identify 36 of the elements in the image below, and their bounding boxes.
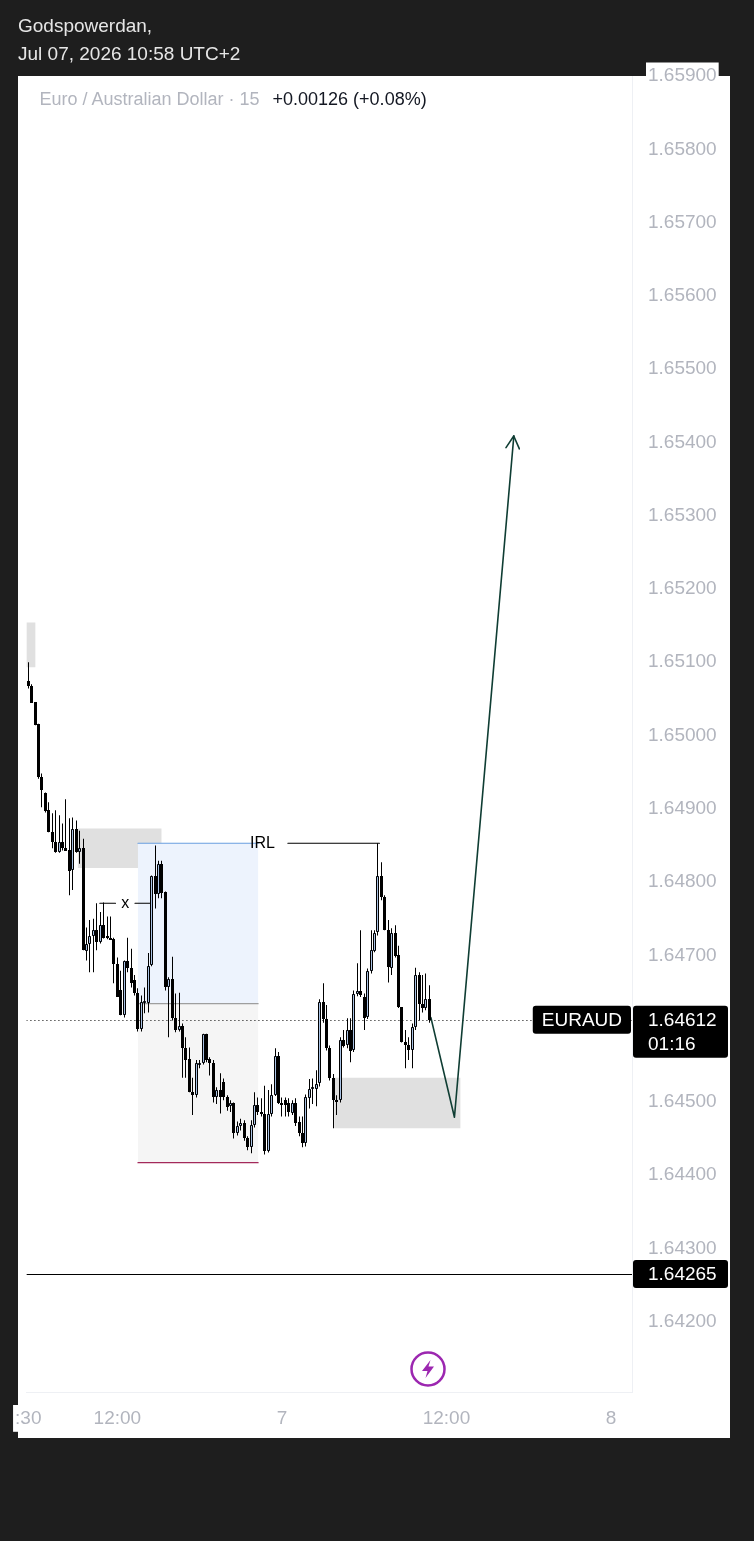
y-tick-label: 1.64900 (648, 796, 717, 818)
text: Euro / Australian Dollar · 15 (39, 88, 260, 109)
y-tick-label: 1.65200 (648, 577, 717, 599)
y-tick-label: 1.65600 (648, 284, 717, 306)
x-tick-label: 12:00 (422, 1406, 471, 1428)
series-label: IRL (249, 833, 275, 851)
y-tick-label: 1.65900 (648, 64, 717, 86)
x-tick-label: 8 (605, 1406, 617, 1428)
y-tick-label: 1.65100 (648, 650, 717, 672)
candlestick (359, 930, 362, 998)
y-tick-label: 1.64800 (648, 870, 717, 892)
text: 01:16 (648, 1033, 696, 1054)
y-tick-label: 1.64400 (648, 1163, 717, 1185)
y-tick-label: 1.65000 (648, 723, 717, 745)
y-tick-label: 1.64700 (648, 943, 717, 965)
y-tick-label: 1.64200 (648, 1309, 717, 1331)
candlestick (356, 963, 359, 997)
text: Jul 07, 2026 10:58 UTC+2 (18, 43, 241, 65)
y-tick-label: 1.65300 (648, 503, 717, 525)
y-tick-label: 1.64500 (648, 1090, 717, 1112)
candlestick (311, 1078, 314, 1105)
y-tick-label: 1.65800 (648, 137, 717, 159)
series-label: x (121, 893, 130, 911)
text: 1.64265 (648, 1263, 717, 1285)
x-tick-label: :30 (15, 1406, 42, 1428)
y-tick-label: 1.65700 (648, 210, 717, 232)
text: 1.64612 (648, 1009, 717, 1030)
text: +0.00126 (+0.08%) (272, 88, 427, 109)
y-tick-label: 1.64300 (648, 1236, 717, 1258)
text: Godspowerdan, (18, 15, 153, 37)
candlestick (106, 916, 109, 940)
ref-line-label: EURAUD (541, 1009, 622, 1030)
y-tick-label: 1.65400 (648, 430, 717, 452)
y-tick-label: 1.65500 (648, 357, 717, 379)
x-tick-label: 7 (276, 1406, 288, 1428)
x-tick-label: 12:00 (93, 1406, 142, 1428)
